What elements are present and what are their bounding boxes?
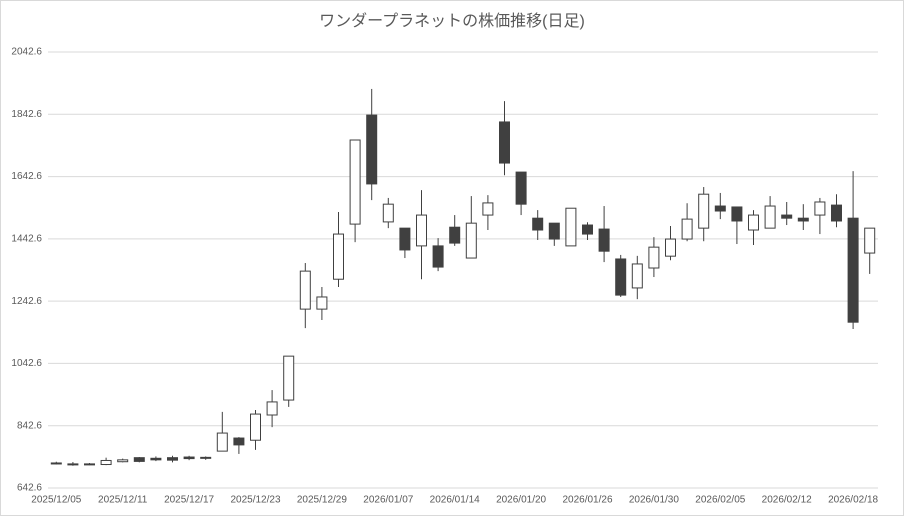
x-tick-label: 2026/01/14 [430,495,480,506]
chart-title: ワンダープラネットの株価推移(日足) [319,12,585,30]
candle-body [449,226,461,244]
x-tick-label: 2026/01/26 [562,495,612,506]
candle-body [183,456,195,460]
candle-body [432,245,444,268]
candle-body [150,457,162,461]
candle-body [416,214,427,247]
y-tick-label: 642.6 [17,483,42,494]
candle-body [532,217,544,231]
candle-body [167,457,178,461]
candle-body [117,459,129,463]
candle-body [864,227,876,254]
candle-body [714,205,726,212]
candle-body [100,459,112,466]
candle-body [515,171,527,205]
candle-body [665,238,676,257]
candle-body [499,121,510,164]
y-tick-label: 2042.6 [11,47,42,58]
candle-body [648,246,660,269]
candle-body [681,218,693,240]
candle-body [781,214,793,219]
candle-body [698,193,710,229]
candle-body [399,227,411,251]
candle-body [548,222,560,240]
y-tick-label: 1842.6 [11,109,42,120]
candle-body [847,217,859,323]
candle-body [615,258,627,296]
candle-body [283,355,295,401]
x-tick-label: 2025/12/17 [164,495,214,506]
candle-body [67,463,79,466]
y-tick-label: 1642.6 [11,171,42,182]
candle-body [216,432,228,452]
candle-body [465,222,477,259]
candle-body [333,233,344,280]
candle-body [598,228,610,252]
candle-body [200,456,212,459]
candle-body [299,270,311,310]
x-tick-label: 2026/01/07 [363,495,413,506]
x-tick-label: 2025/12/11 [98,495,148,506]
x-tick-label: 2025/12/23 [230,495,280,506]
y-tick-label: 842.6 [17,420,42,431]
candle-body [565,207,577,247]
x-tick-label: 2026/02/05 [695,495,745,506]
candle-body [482,202,494,216]
candle-body [382,203,394,223]
candle-body [814,201,826,216]
candle-body [631,263,643,289]
candle-body [349,139,361,225]
candle-body [797,217,809,222]
candle-body [582,224,593,235]
candle-body [731,206,743,222]
candle-body [84,463,95,466]
y-tick-label: 1242.6 [11,296,42,307]
candle-body [316,296,328,310]
x-tick-label: 2026/02/18 [828,495,878,506]
candle-body [133,457,145,462]
candle-body [266,401,278,416]
y-tick-label: 1042.6 [11,358,42,369]
candle-body [831,204,842,222]
x-tick-label: 2025/12/05 [31,495,81,506]
y-tick-label: 1442.6 [11,233,42,244]
x-tick-label: 2026/01/20 [496,495,546,506]
candle-body [764,205,776,229]
candle-body [233,437,245,446]
candle-body [366,114,378,185]
x-tick-label: 2025/12/29 [297,495,347,506]
x-tick-label: 2026/02/12 [762,495,812,506]
candle-body [50,462,62,465]
x-tick-label: 2026/01/30 [629,495,679,506]
candle-body [748,214,759,231]
candle-body [250,413,261,441]
